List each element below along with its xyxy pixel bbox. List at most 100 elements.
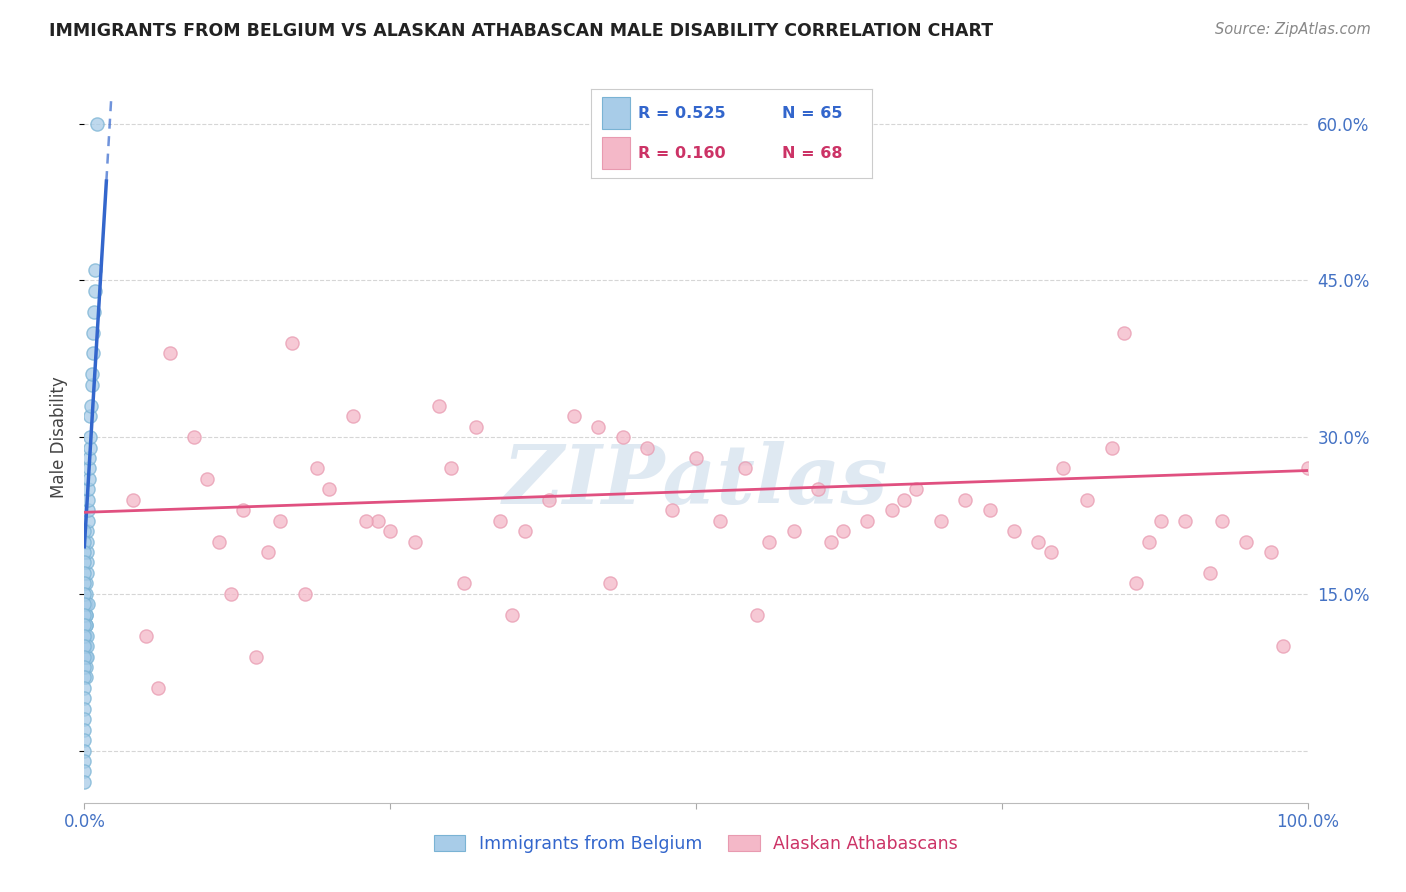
Point	[80, 399, 103, 413]
Point	[502, 607, 524, 622]
Point	[75, 576, 97, 591]
Point	[76, 524, 98, 538]
Point	[219, 587, 242, 601]
Point	[905, 483, 928, 497]
Point	[318, 483, 340, 497]
Point	[76, 545, 98, 559]
Point	[979, 503, 1001, 517]
Point	[73, 670, 96, 684]
Point	[440, 461, 463, 475]
Point	[73, 587, 96, 601]
Point	[77, 503, 100, 517]
Point	[73, 556, 96, 570]
Point	[75, 618, 97, 632]
Point	[79, 441, 101, 455]
Point	[661, 503, 683, 517]
Point	[1150, 514, 1173, 528]
Point	[75, 597, 97, 611]
Point	[73, 712, 96, 726]
Point	[73, 723, 96, 737]
Text: Source: ZipAtlas.com: Source: ZipAtlas.com	[1215, 22, 1371, 37]
Point	[404, 534, 426, 549]
Point	[380, 524, 402, 538]
Point	[75, 649, 97, 664]
Point	[685, 450, 707, 465]
Point	[84, 284, 107, 298]
Bar	[602, 137, 630, 169]
Point	[77, 597, 100, 611]
Point	[1052, 461, 1074, 475]
Point	[75, 618, 97, 632]
Point	[159, 346, 181, 360]
Point	[75, 607, 97, 622]
Point	[77, 461, 100, 475]
Point	[612, 430, 634, 444]
Text: IMMIGRANTS FROM BELGIUM VS ALASKAN ATHABASCAN MALE DISABILITY CORRELATION CHART: IMMIGRANTS FROM BELGIUM VS ALASKAN ATHAB…	[49, 22, 993, 40]
Point	[82, 346, 104, 360]
Point	[80, 368, 103, 382]
Text: R = 0.525: R = 0.525	[638, 106, 725, 120]
Point	[73, 649, 96, 664]
Point	[1260, 545, 1282, 559]
Point	[453, 576, 475, 591]
Point	[76, 534, 98, 549]
Point	[77, 492, 100, 507]
Point	[79, 409, 101, 424]
Point	[953, 492, 976, 507]
Bar	[602, 97, 630, 129]
Text: ZIPatlas: ZIPatlas	[503, 441, 889, 521]
Text: N = 68: N = 68	[782, 146, 842, 161]
Legend: Immigrants from Belgium, Alaskan Athabascans: Immigrants from Belgium, Alaskan Athabas…	[427, 828, 965, 860]
Point	[76, 556, 98, 570]
Point	[807, 483, 830, 497]
Point	[82, 326, 104, 340]
Point	[856, 514, 879, 528]
Point	[73, 566, 96, 580]
Point	[257, 545, 280, 559]
Point	[83, 304, 105, 318]
Point	[562, 409, 585, 424]
Point	[77, 483, 100, 497]
Point	[195, 472, 218, 486]
Point	[427, 399, 450, 413]
Point	[208, 534, 231, 549]
Point	[80, 377, 103, 392]
Point	[636, 441, 658, 455]
Point	[783, 524, 806, 538]
Point	[1114, 326, 1136, 340]
Point	[305, 461, 328, 475]
Point	[77, 450, 100, 465]
Point	[1125, 576, 1147, 591]
Point	[1039, 545, 1062, 559]
Point	[73, 545, 96, 559]
Point	[75, 587, 97, 601]
Point	[464, 419, 486, 434]
Point	[73, 576, 96, 591]
Point	[75, 670, 97, 684]
Point	[135, 629, 157, 643]
Point	[294, 587, 316, 601]
Point	[75, 607, 97, 622]
Point	[73, 764, 96, 779]
Point	[77, 472, 100, 486]
Point	[513, 524, 536, 538]
Point	[538, 492, 561, 507]
Point	[747, 607, 769, 622]
Y-axis label: Male Disability: Male Disability	[51, 376, 69, 498]
Point	[831, 524, 853, 538]
Text: R = 0.160: R = 0.160	[638, 146, 725, 161]
Point	[367, 514, 389, 528]
Point	[709, 514, 731, 528]
Point	[75, 660, 97, 674]
Point	[73, 524, 96, 538]
Point	[75, 639, 97, 653]
Point	[73, 660, 96, 674]
Point	[73, 702, 96, 716]
Point	[73, 629, 96, 643]
Point	[1028, 534, 1050, 549]
Point	[1211, 514, 1233, 528]
Point	[146, 681, 169, 695]
Point	[76, 629, 98, 643]
Point	[245, 649, 267, 664]
Point	[73, 754, 96, 768]
